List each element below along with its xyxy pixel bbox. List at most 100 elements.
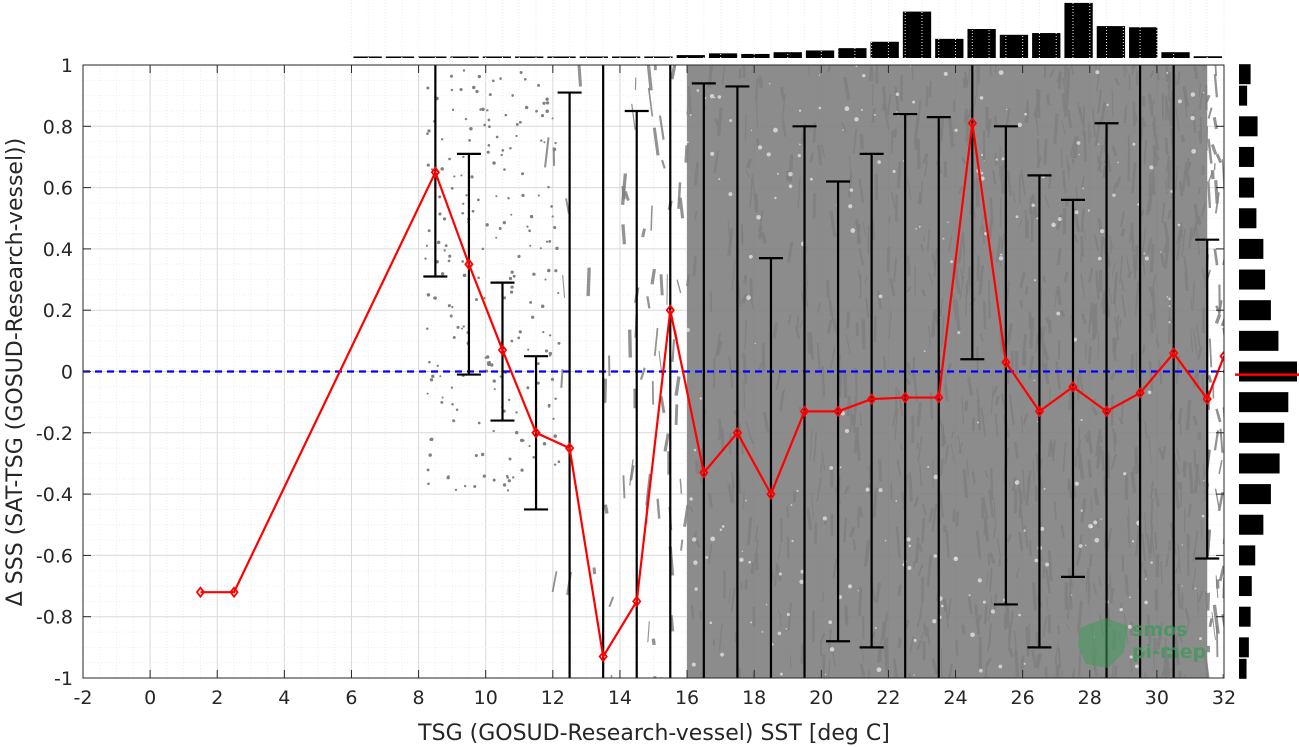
- scatter-point: [428, 360, 431, 364]
- scatter-streak: [1006, 280, 1010, 302]
- scatter-streak: [1253, 591, 1256, 612]
- scatter-streak: [1114, 77, 1121, 86]
- scatter-point: [515, 411, 518, 414]
- scatter-point: [489, 363, 494, 367]
- scatter-gap: [710, 536, 716, 542]
- series-marker: [732, 426, 743, 439]
- scatter-streak: [690, 604, 695, 620]
- scatter-point: [450, 186, 454, 190]
- scatter-streak: [1098, 576, 1102, 588]
- scatter-streak: [873, 316, 877, 343]
- scatter-point: [509, 146, 512, 150]
- scatter-streak: [1203, 65, 1206, 71]
- scatter-point: [536, 381, 540, 385]
- scatter-streak: [603, 378, 608, 403]
- scatter-streak: [845, 335, 851, 355]
- scatter-gap: [694, 587, 698, 591]
- scatter-gap: [970, 632, 975, 638]
- scatter-point: [495, 195, 498, 198]
- scatter-streak: [844, 605, 849, 625]
- scatter-point: [461, 260, 464, 263]
- scatter-streak: [1148, 360, 1154, 392]
- scatter-streak: [1188, 227, 1193, 249]
- scatter-streak: [671, 339, 676, 362]
- scatter-gap: [685, 327, 691, 333]
- scatter-streak: [1127, 505, 1131, 528]
- top-hist-bar: [676, 55, 705, 58]
- scatter-streak: [1133, 684, 1136, 699]
- scatter-point: [501, 149, 505, 152]
- scatter-point: [528, 229, 531, 233]
- scatter-streak: [1029, 317, 1035, 349]
- scatter-streak: [912, 356, 916, 378]
- scatter-streak: [1173, 482, 1181, 509]
- scatter-streak: [1065, 155, 1070, 180]
- scatter-point: [469, 126, 473, 131]
- scatter-streak: [1256, 581, 1257, 596]
- scatter-streak: [1060, 670, 1063, 678]
- scatter-streak: [831, 651, 836, 666]
- scatter-point: [464, 117, 468, 121]
- scatter-point: [459, 87, 463, 92]
- scatter-streak: [973, 90, 978, 107]
- scatter-point: [495, 236, 498, 239]
- scatter-streak: [717, 418, 723, 435]
- scatter-gap: [791, 539, 794, 543]
- scatter-streak: [775, 372, 782, 391]
- scatter-gap: [754, 342, 756, 345]
- scatter-streak: [1072, 486, 1077, 498]
- scatter-streak: [1167, 159, 1172, 189]
- scatter-streak: [921, 503, 927, 516]
- scatter-streak: [1229, 300, 1232, 314]
- scatter-streak: [1147, 93, 1154, 116]
- scatter-streak: [829, 347, 836, 369]
- scatter-streak: [863, 539, 871, 567]
- scatter-streak: [1185, 622, 1190, 634]
- scatter-streak: [1254, 591, 1255, 605]
- scatter-streak: [978, 266, 984, 288]
- scatter-streak: [1141, 682, 1142, 688]
- scatter-gap: [822, 516, 827, 521]
- scatter-streak: [1230, 368, 1232, 388]
- scatter-streak: [1078, 650, 1082, 678]
- scatter-streak: [1027, 470, 1032, 480]
- scatter-streak: [1164, 137, 1169, 155]
- scatter-streak: [928, 507, 934, 524]
- scatter-point: [451, 108, 455, 112]
- scatter-point: [447, 259, 451, 263]
- scatter-point: [555, 246, 559, 251]
- scatter-gap: [908, 544, 912, 548]
- scatter-point: [522, 439, 525, 442]
- scatter-streak: [887, 93, 892, 115]
- scatter-gap: [918, 225, 921, 228]
- scatter-point: [512, 476, 515, 479]
- scatter-point: [439, 375, 442, 378]
- scatter-streak: [794, 326, 801, 339]
- scatter-streak: [987, 553, 991, 566]
- scatter-streak: [748, 433, 755, 445]
- scatter-gap: [1168, 321, 1171, 324]
- scatter-streak: [1103, 475, 1106, 498]
- scatter-streak: [1034, 485, 1038, 502]
- scatter-streak: [1013, 441, 1020, 460]
- scatter-streak: [967, 597, 973, 615]
- top-hist-bar: [547, 56, 576, 58]
- top-hist-bar: [870, 41, 899, 58]
- scatter-streak: [1107, 285, 1113, 305]
- scatter-streak: [940, 315, 945, 347]
- scatter-gap: [909, 65, 912, 67]
- scatter-streak: [1174, 165, 1179, 191]
- scatter-gap: [699, 397, 703, 400]
- scatter-streak: [983, 516, 990, 543]
- scatter-gap: [713, 96, 716, 99]
- scatter-streak: [1119, 319, 1122, 328]
- scatter-streak: [730, 587, 736, 612]
- scatter-streak: [881, 103, 886, 111]
- scatter-streak: [1192, 369, 1199, 388]
- scatter-streak: [754, 525, 759, 542]
- scatter-streak: [565, 198, 570, 214]
- scatter-point: [462, 155, 465, 159]
- scatter-gap: [995, 158, 998, 161]
- scatter-gap: [1078, 154, 1080, 156]
- scatter-point: [462, 325, 465, 328]
